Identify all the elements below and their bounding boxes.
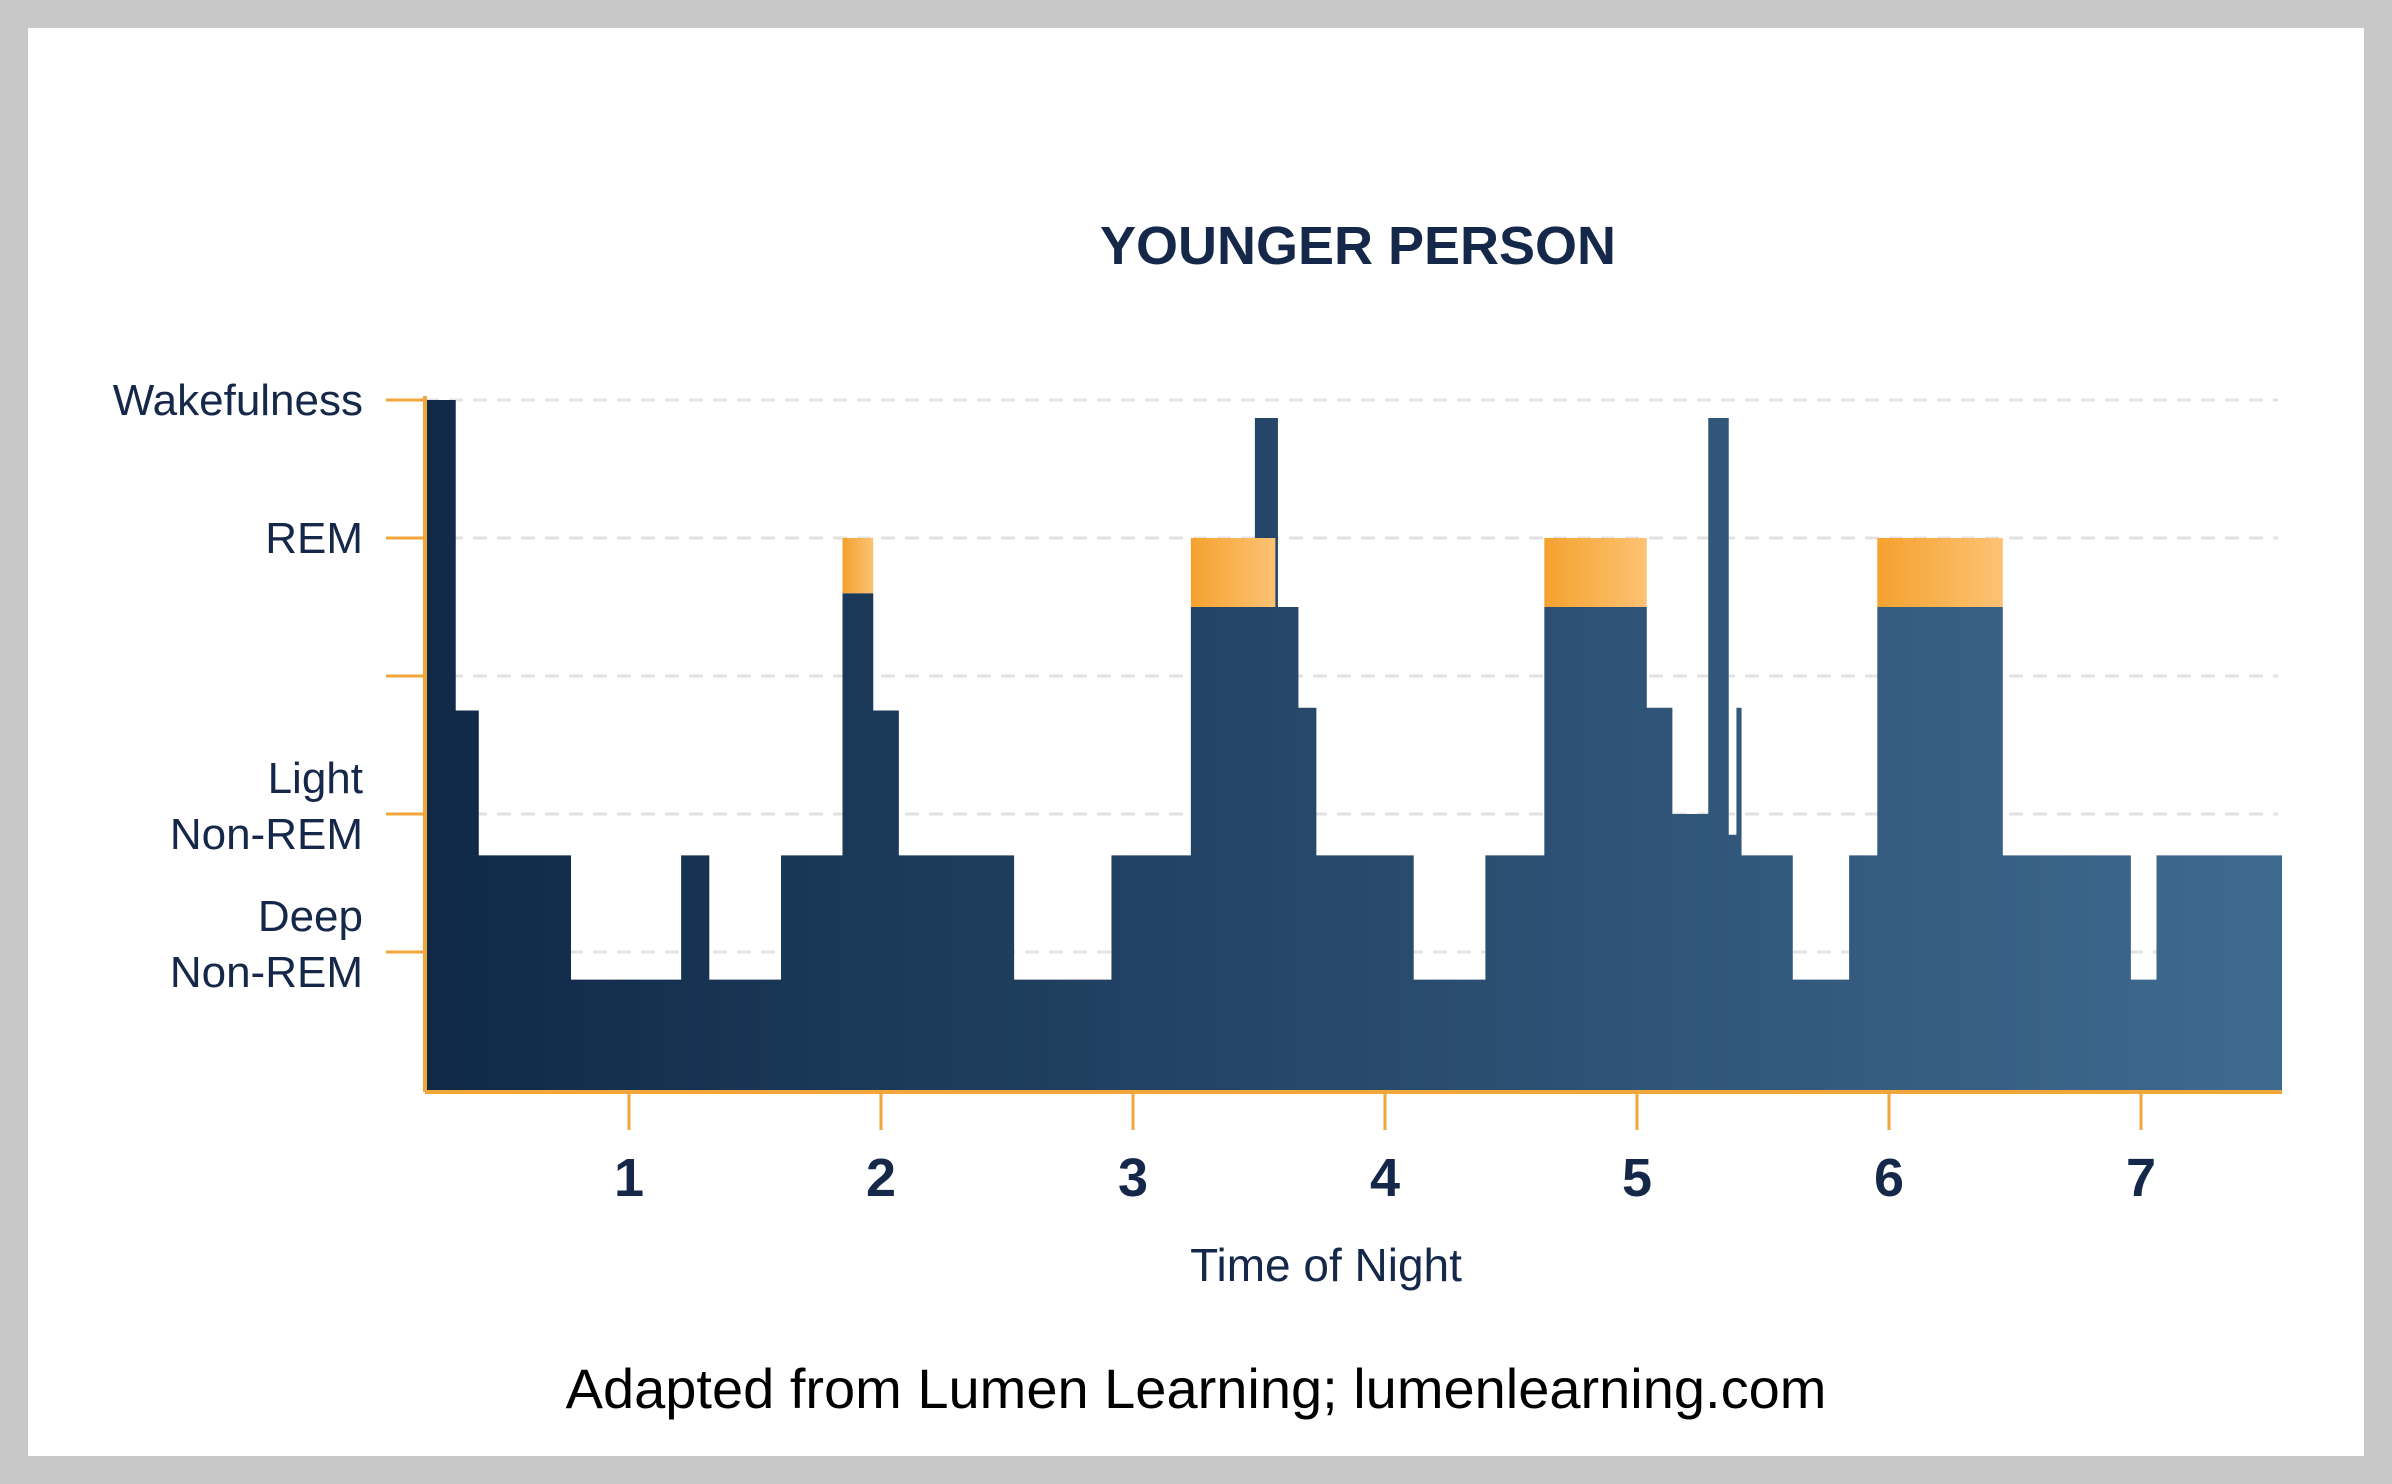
y-tick-label: Non-REM	[170, 810, 363, 859]
source-credit: Adapted from Lumen Learning; lumenlearni…	[565, 1357, 1827, 1420]
sleep-stage-area	[425, 400, 2282, 1090]
y-tick-label: Deep	[258, 892, 363, 941]
sleep-stage-chart: YOUNGER PERSON Deep Non-REM Light Non-REM RE…	[113, 216, 2282, 1291]
y-tick-label: REM	[265, 514, 363, 563]
x-tick-labels: 1 2 3 4 5 6 7	[614, 1148, 2156, 1208]
x-tick-label: 2	[866, 1148, 896, 1208]
x-tick-label: 5	[1622, 1148, 1652, 1208]
y-tick-label: Light	[268, 754, 363, 803]
axes	[386, 396, 2282, 1130]
rem-periods	[842, 538, 2003, 607]
chart-title: YOUNGER PERSON	[1100, 216, 1616, 276]
y-tick-labels: Deep Non-REM Light Non-REM REM Wakefulness	[113, 376, 363, 997]
rem-period-bar	[1877, 538, 2003, 607]
y-tick-label: Non-REM	[170, 948, 363, 997]
y-tick-label: Wakefulness	[113, 376, 363, 425]
x-tick-label: 7	[2126, 1148, 2156, 1208]
rem-period-bar	[842, 538, 874, 594]
x-tick-label: 3	[1118, 1148, 1148, 1208]
x-tick-label: 4	[1370, 1148, 1400, 1208]
rem-period-bar	[1544, 538, 1647, 607]
chart-frame: YOUNGER PERSON Deep Non-REM Light Non-REM RE…	[28, 28, 2364, 1456]
rem-period-bar	[1190, 538, 1276, 607]
x-tick-label: 6	[1874, 1148, 1904, 1208]
x-axis-label: Time of Night	[1190, 1239, 1462, 1291]
sleep-stage-path	[425, 400, 2282, 1090]
x-tick-label: 1	[614, 1148, 644, 1208]
